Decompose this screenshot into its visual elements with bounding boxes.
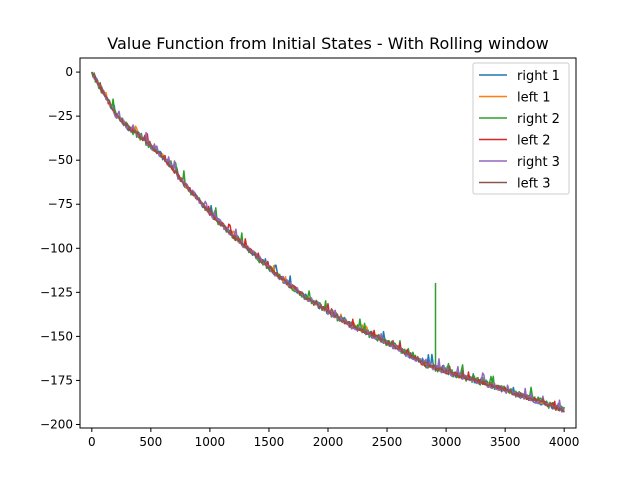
legend-label: right 1 [517,69,560,84]
x-tick-label: 4000 [549,435,580,449]
x-tick-label: 0 [88,435,96,449]
legend-label: right 3 [517,155,560,170]
y-tick-label: −50 [48,153,73,167]
series-layer [91,71,565,413]
x-tick-label: 3000 [431,435,462,449]
y-tick-label: −200 [40,417,73,431]
x-tick-label: 1000 [195,435,226,449]
x-tick-label: 2500 [372,435,403,449]
x-tick-label: 1500 [254,435,285,449]
x-tick-label: 2000 [313,435,344,449]
y-tick-label: −125 [40,285,73,299]
legend-label: right 2 [517,112,560,127]
y-tick-label: 0 [65,65,73,79]
legend-label: left 3 [517,177,550,192]
y-tick-label: −75 [48,197,73,211]
chart-title: Value Function from Initial States - Wit… [107,34,549,53]
legend-label: left 2 [517,134,550,149]
y-tick-label: −175 [40,373,73,387]
y-axis: 0 −25 −50 −75 −100 −125 −150 −175 −200 [40,65,80,431]
y-tick-label: −150 [40,329,73,343]
legend: right 1 left 1 right 2 left 2 right 3 left 3 [472,62,570,195]
x-tick-label: 500 [139,435,162,449]
y-tick-label: −25 [48,109,73,123]
x-tick-label: 3500 [490,435,521,449]
y-tick-label: −100 [40,241,73,255]
series-line-left-3 [91,71,565,413]
legend-label: left 1 [517,91,550,106]
x-axis: 0 500 1000 1500 2000 2500 3000 3500 4000 [88,428,579,449]
